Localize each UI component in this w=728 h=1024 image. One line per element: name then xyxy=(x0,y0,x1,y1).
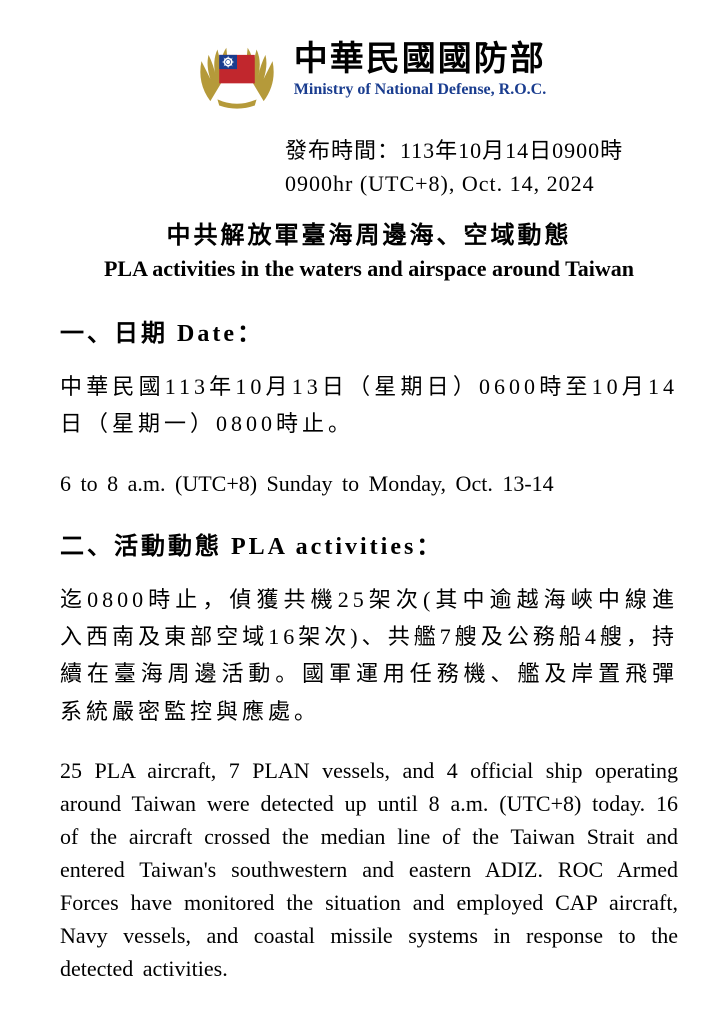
section-2-heading: 二、活動動態 PLA activities： xyxy=(60,526,678,561)
section-2-body-zh: 迄0800時止，偵獲共機25架次(其中逾越海峽中線進入西南及東部空域16架次)、… xyxy=(60,581,678,731)
title-en: PLA activities in the waters and airspac… xyxy=(60,254,678,285)
document-title: 中共解放軍臺海周邊海、空域動態 PLA activities in the wa… xyxy=(60,218,678,285)
org-name-block: 中華民國國防部 Ministry of National Defense, R.… xyxy=(294,41,546,98)
mnd-emblem-icon xyxy=(192,30,282,110)
section-2-body-en: 25 PLA aircraft, 7 PLAN vessels, and 4 o… xyxy=(60,754,678,985)
release-time-zh: 發布時間：113年10月14日0900時 xyxy=(285,134,678,167)
org-name-en: Ministry of National Defense, R.O.C. xyxy=(294,81,546,99)
org-name-zh: 中華民國國防部 xyxy=(294,41,546,78)
section-1-body-en: 6 to 8 a.m. (UTC+8) Sunday to Monday, Oc… xyxy=(60,467,678,500)
title-zh: 中共解放軍臺海周邊海、空域動態 xyxy=(60,218,678,254)
release-time-block: 發布時間：113年10月14日0900時 0900hr (UTC+8), Oct… xyxy=(285,134,678,200)
release-time-en: 0900hr (UTC+8), Oct. 14, 2024 xyxy=(285,167,678,200)
section-1-heading: 一、日期 Date： xyxy=(60,313,678,348)
section-1-body-zh: 中華民國113年10月13日（星期日）0600時至10月14日（星期一）0800… xyxy=(60,368,678,443)
document-header: 中華民國國防部 Ministry of National Defense, R.… xyxy=(60,30,678,110)
